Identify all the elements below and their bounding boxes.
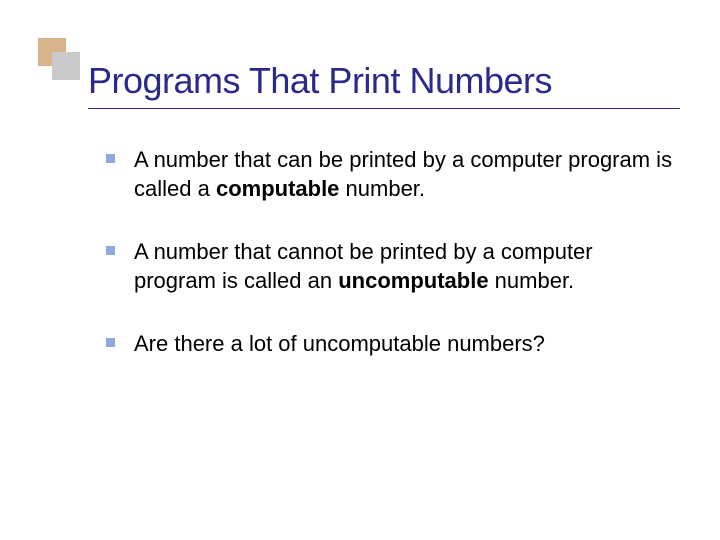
bullet-text: A number that can be printed by a comput…	[134, 147, 672, 201]
bullet-text: A number that cannot be printed by a com…	[134, 239, 593, 293]
bullet-item: A number that cannot be printed by a com…	[106, 237, 680, 295]
bullet-item: Are there a lot of uncomputable numbers?	[106, 329, 680, 358]
slide-content: Programs That Print Numbers A number tha…	[70, 60, 680, 392]
accent-box-front	[52, 52, 80, 80]
bold-run: uncomputable	[338, 268, 488, 293]
bullet-item: A number that can be printed by a comput…	[106, 145, 680, 203]
bullet-list: A number that can be printed by a comput…	[70, 145, 680, 358]
title-text: Programs That Print Numbers	[88, 60, 552, 101]
text-run: number.	[339, 176, 425, 201]
text-run: Are there a lot of uncomputable numbers?	[134, 331, 545, 356]
bold-run: computable	[216, 176, 339, 201]
slide-title: Programs That Print Numbers	[88, 60, 680, 109]
text-run: number.	[489, 268, 575, 293]
bullet-text: Are there a lot of uncomputable numbers?	[134, 331, 545, 356]
square-bullet-icon	[106, 338, 115, 347]
corner-accent	[38, 38, 80, 80]
square-bullet-icon	[106, 246, 115, 255]
square-bullet-icon	[106, 154, 115, 163]
